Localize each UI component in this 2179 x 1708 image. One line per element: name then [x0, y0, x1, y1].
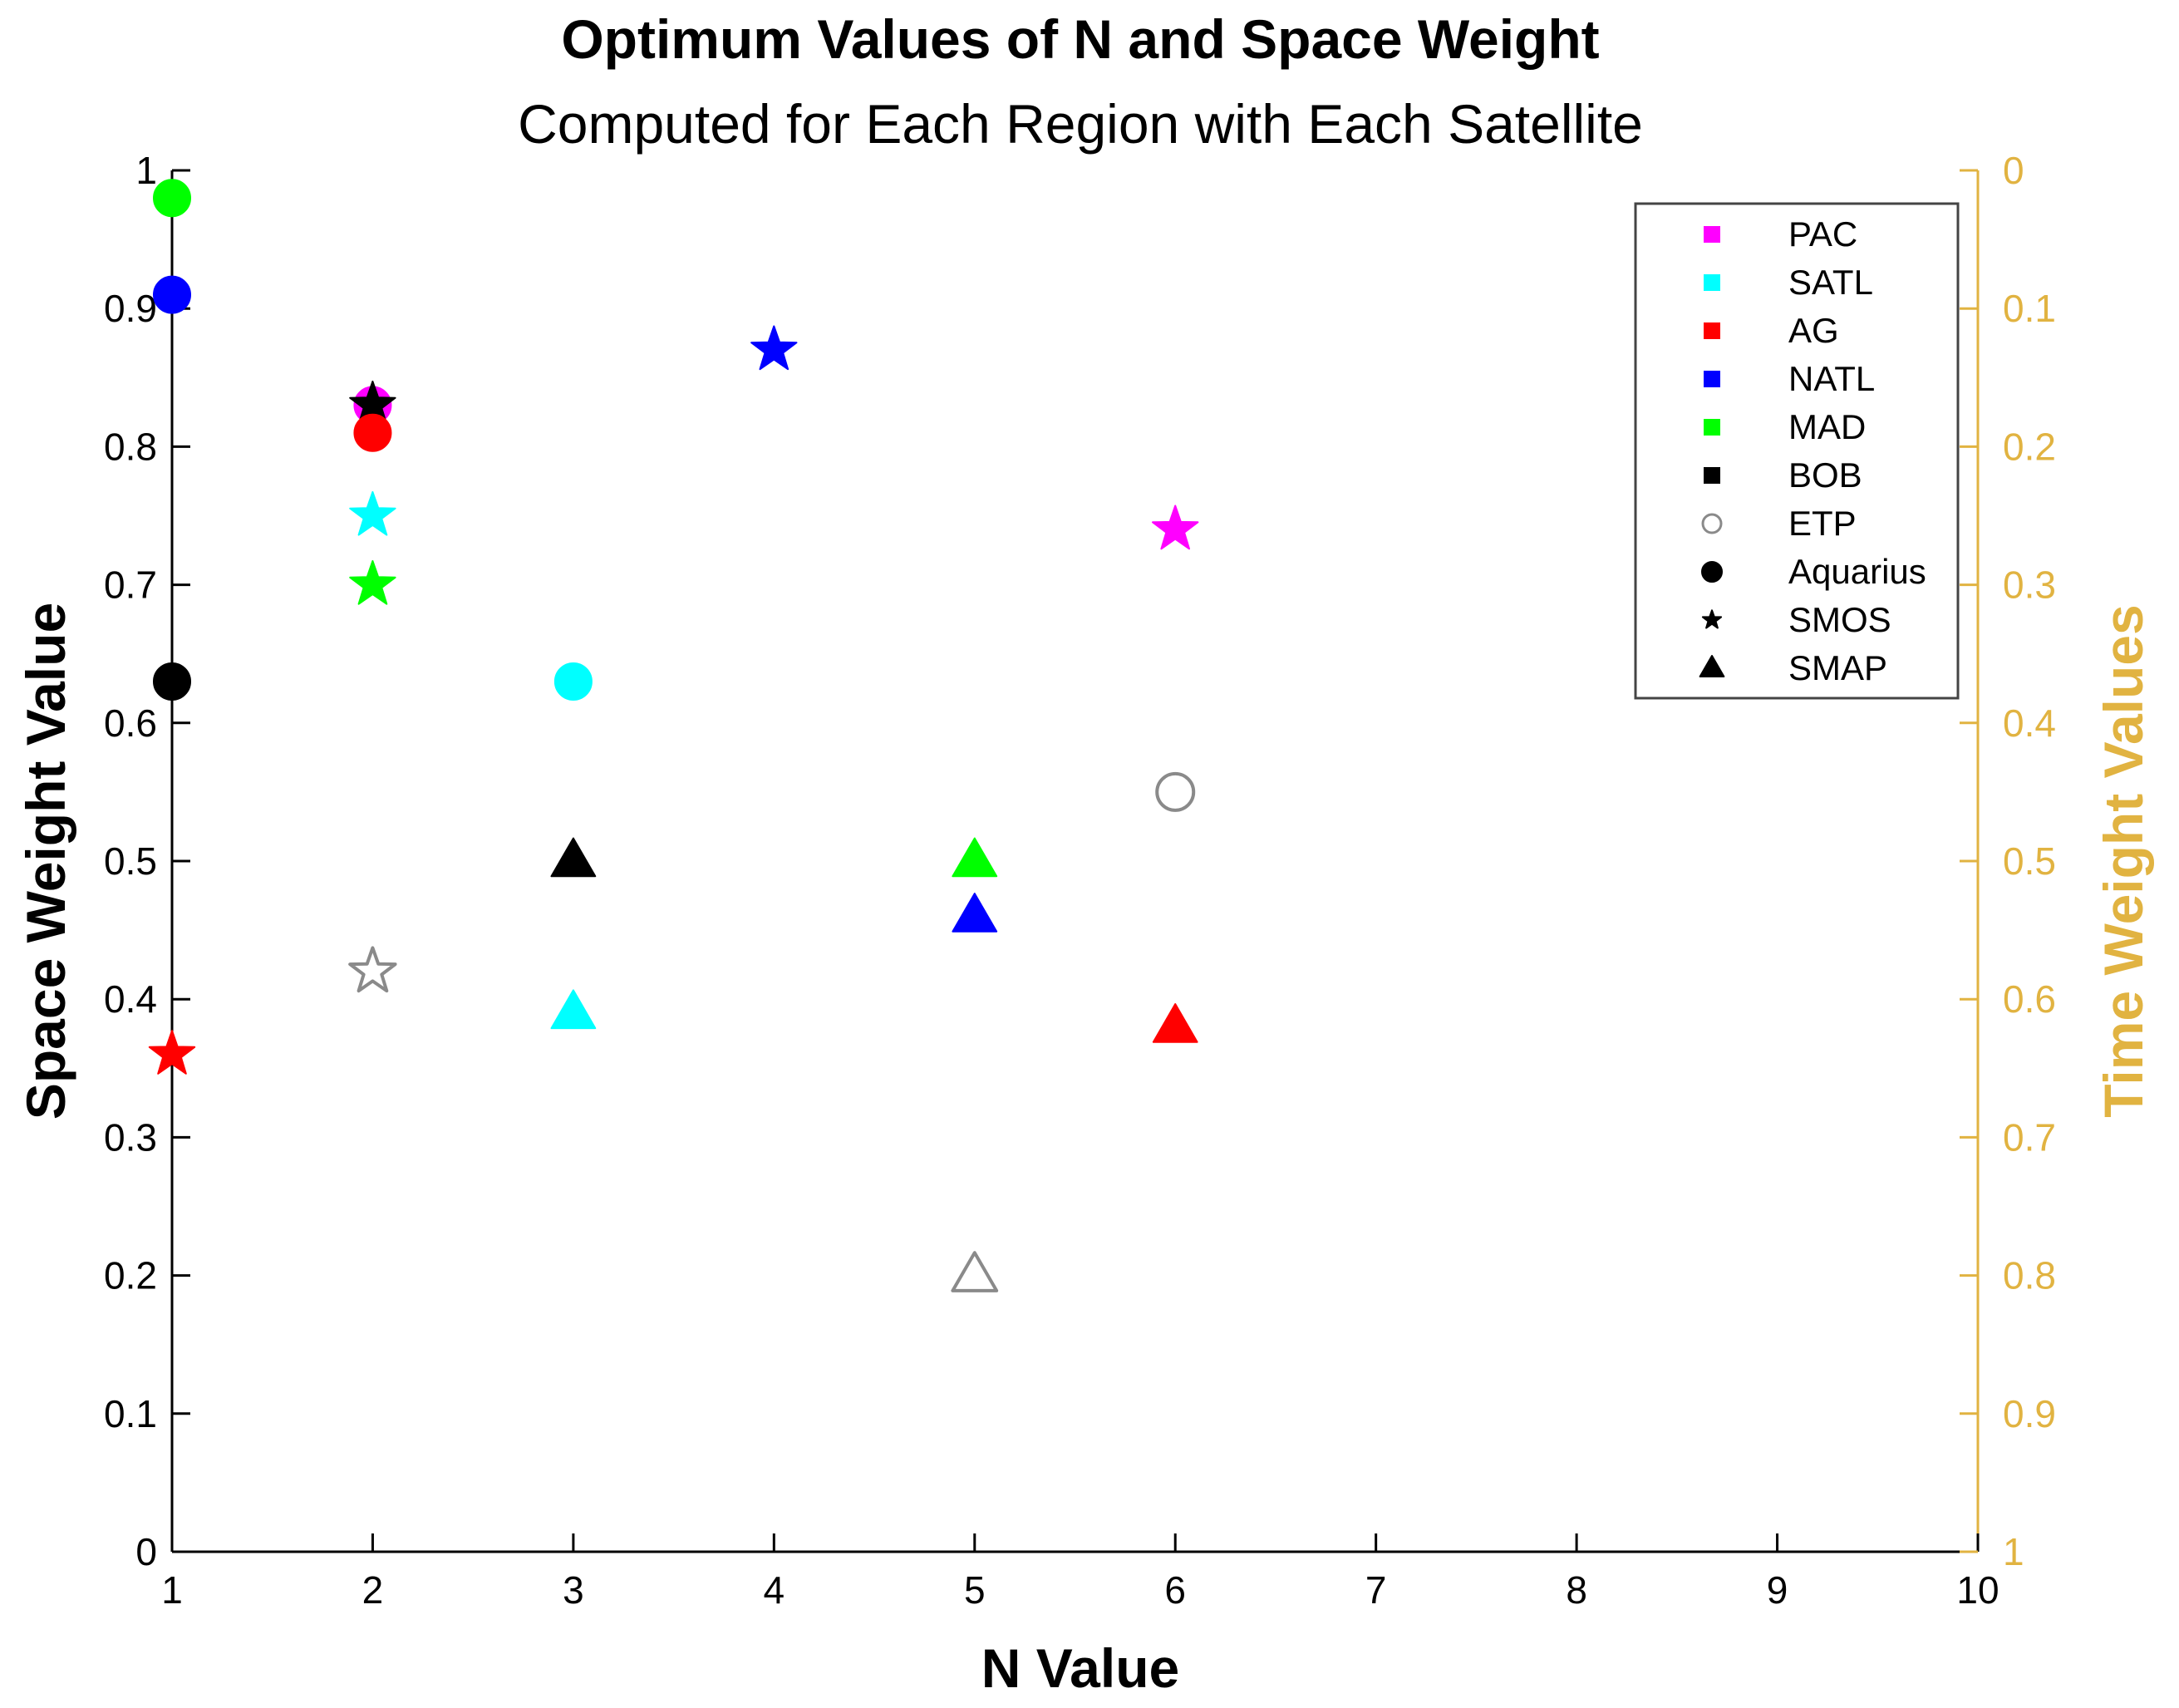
point-bob-smap — [550, 837, 597, 878]
right-y-tick-label: 0.2 — [2003, 425, 2056, 468]
right-y-tick-label: 0.9 — [2003, 1392, 2056, 1435]
legend-label: SMOS — [1788, 600, 1891, 639]
legend-marker-bob — [1704, 467, 1720, 484]
point-ag-smap — [1152, 1003, 1198, 1043]
point-etp-smos — [348, 946, 397, 993]
point-mad-smap — [952, 837, 998, 878]
y-tick-label: 0.3 — [104, 1115, 157, 1159]
point-bob-aquarius — [153, 662, 191, 701]
right-y-tick-label: 0.5 — [2003, 839, 2056, 883]
point-ag-smos — [148, 1030, 196, 1075]
point-natl-aquarius — [153, 275, 191, 314]
y-tick-label: 0.7 — [104, 564, 157, 607]
y-tick-label: 0.8 — [104, 425, 157, 468]
chart-subtitle: Computed for Each Region with Each Satel… — [518, 93, 1643, 155]
legend-items: PAC SATL AG NATL MAD BOB ETP Aquarius SMOS SMAP — [1699, 214, 1926, 687]
legend-box — [1634, 202, 1960, 700]
x-tick-label: 9 — [1767, 1568, 1788, 1612]
point-natl-smap — [952, 893, 998, 933]
x-tick-label: 4 — [764, 1568, 785, 1612]
legend: PAC SATL AG NATL MAD BOB ETP Aquarius SMOS SMAP — [1634, 202, 1960, 700]
x-tick-label: 1 — [161, 1568, 183, 1612]
y-tick-label: 0.4 — [104, 977, 157, 1021]
right-y-axis-label: Time Weight Values — [2093, 604, 2154, 1117]
x-tick-label: 8 — [1566, 1568, 1587, 1612]
point-mad-smos — [349, 560, 396, 605]
legend-label: ETP — [1788, 504, 1857, 543]
legend-marker-pac — [1704, 226, 1720, 243]
data-points — [148, 179, 1199, 1292]
y-axis-label: Space Weight Value — [15, 603, 76, 1120]
right-y-tick-label: 0.3 — [2003, 564, 2056, 607]
x-tick-label: 3 — [563, 1568, 584, 1612]
legend-label: Aquarius — [1788, 552, 1926, 591]
y-tick-label: 1 — [135, 149, 157, 192]
right-y-tick-label: 1 — [2003, 1530, 2024, 1573]
x-axis-label: N Value — [981, 1637, 1179, 1699]
legend-marker-ag — [1704, 322, 1720, 339]
legend-label: PAC — [1788, 214, 1857, 253]
x-tick-label: 10 — [1956, 1568, 1999, 1612]
legend-label: BOB — [1788, 455, 1862, 495]
x-tick-label: 5 — [964, 1568, 986, 1612]
point-mad-aquarius — [153, 179, 191, 218]
legend-marker-smap — [1699, 655, 1725, 677]
right-y-tick-label: 0.7 — [2003, 1115, 2056, 1159]
y-tick-label: 0.1 — [104, 1392, 157, 1435]
right-y-tick-label: 0 — [2003, 149, 2024, 192]
y-tick-label: 0.9 — [104, 287, 157, 330]
y-ticks: 0 0.1 0.2 0.3 0.4 0.5 0.6 0.7 0.8 0.9 1 — [104, 149, 190, 1573]
y-tick-label: 0.6 — [104, 701, 157, 745]
point-ag-aquarius — [353, 413, 392, 452]
point-natl-smos — [750, 325, 798, 371]
legend-label: NATL — [1788, 359, 1875, 398]
right-y-tick-label: 0.4 — [2003, 701, 2056, 745]
right-y-tick-label: 0.8 — [2003, 1254, 2056, 1297]
legend-marker-aquarius — [1701, 561, 1723, 583]
y-tick-label: 0 — [135, 1530, 157, 1573]
y-tick-label: 0.5 — [104, 839, 157, 883]
right-y-tick-label: 0.1 — [2003, 287, 2056, 330]
legend-label: AG — [1788, 311, 1839, 350]
legend-label: SATL — [1788, 263, 1873, 302]
legend-label: MAD — [1788, 407, 1866, 446]
legend-marker-etp — [1701, 513, 1723, 534]
point-satl-smap — [550, 989, 597, 1030]
legend-marker-smos — [1701, 609, 1723, 629]
legend-marker-mad — [1704, 419, 1720, 436]
right-y-ticks: 0 0.1 0.2 0.3 0.4 0.5 0.6 0.7 0.8 0.9 1 — [1960, 149, 2056, 1573]
y-tick-label: 0.2 — [104, 1254, 157, 1297]
point-pac-smos — [1152, 505, 1199, 550]
legend-label: SMAP — [1788, 648, 1887, 687]
point-satl-aquarius — [553, 662, 593, 701]
x-ticks: 1 2 3 4 5 6 7 8 9 10 — [161, 1533, 1999, 1612]
point-etp-smap — [951, 1251, 999, 1292]
x-tick-label: 7 — [1365, 1568, 1387, 1612]
x-tick-label: 6 — [1164, 1568, 1186, 1612]
point-satl-smos — [349, 490, 396, 536]
x-tick-label: 2 — [362, 1568, 384, 1612]
right-y-tick-label: 0.6 — [2003, 977, 2056, 1021]
legend-marker-natl — [1704, 371, 1720, 387]
legend-marker-satl — [1704, 274, 1720, 291]
point-etp-aquarius — [1155, 771, 1196, 812]
chart-title: Optimum Values of N and Space Weight — [561, 8, 1599, 70]
